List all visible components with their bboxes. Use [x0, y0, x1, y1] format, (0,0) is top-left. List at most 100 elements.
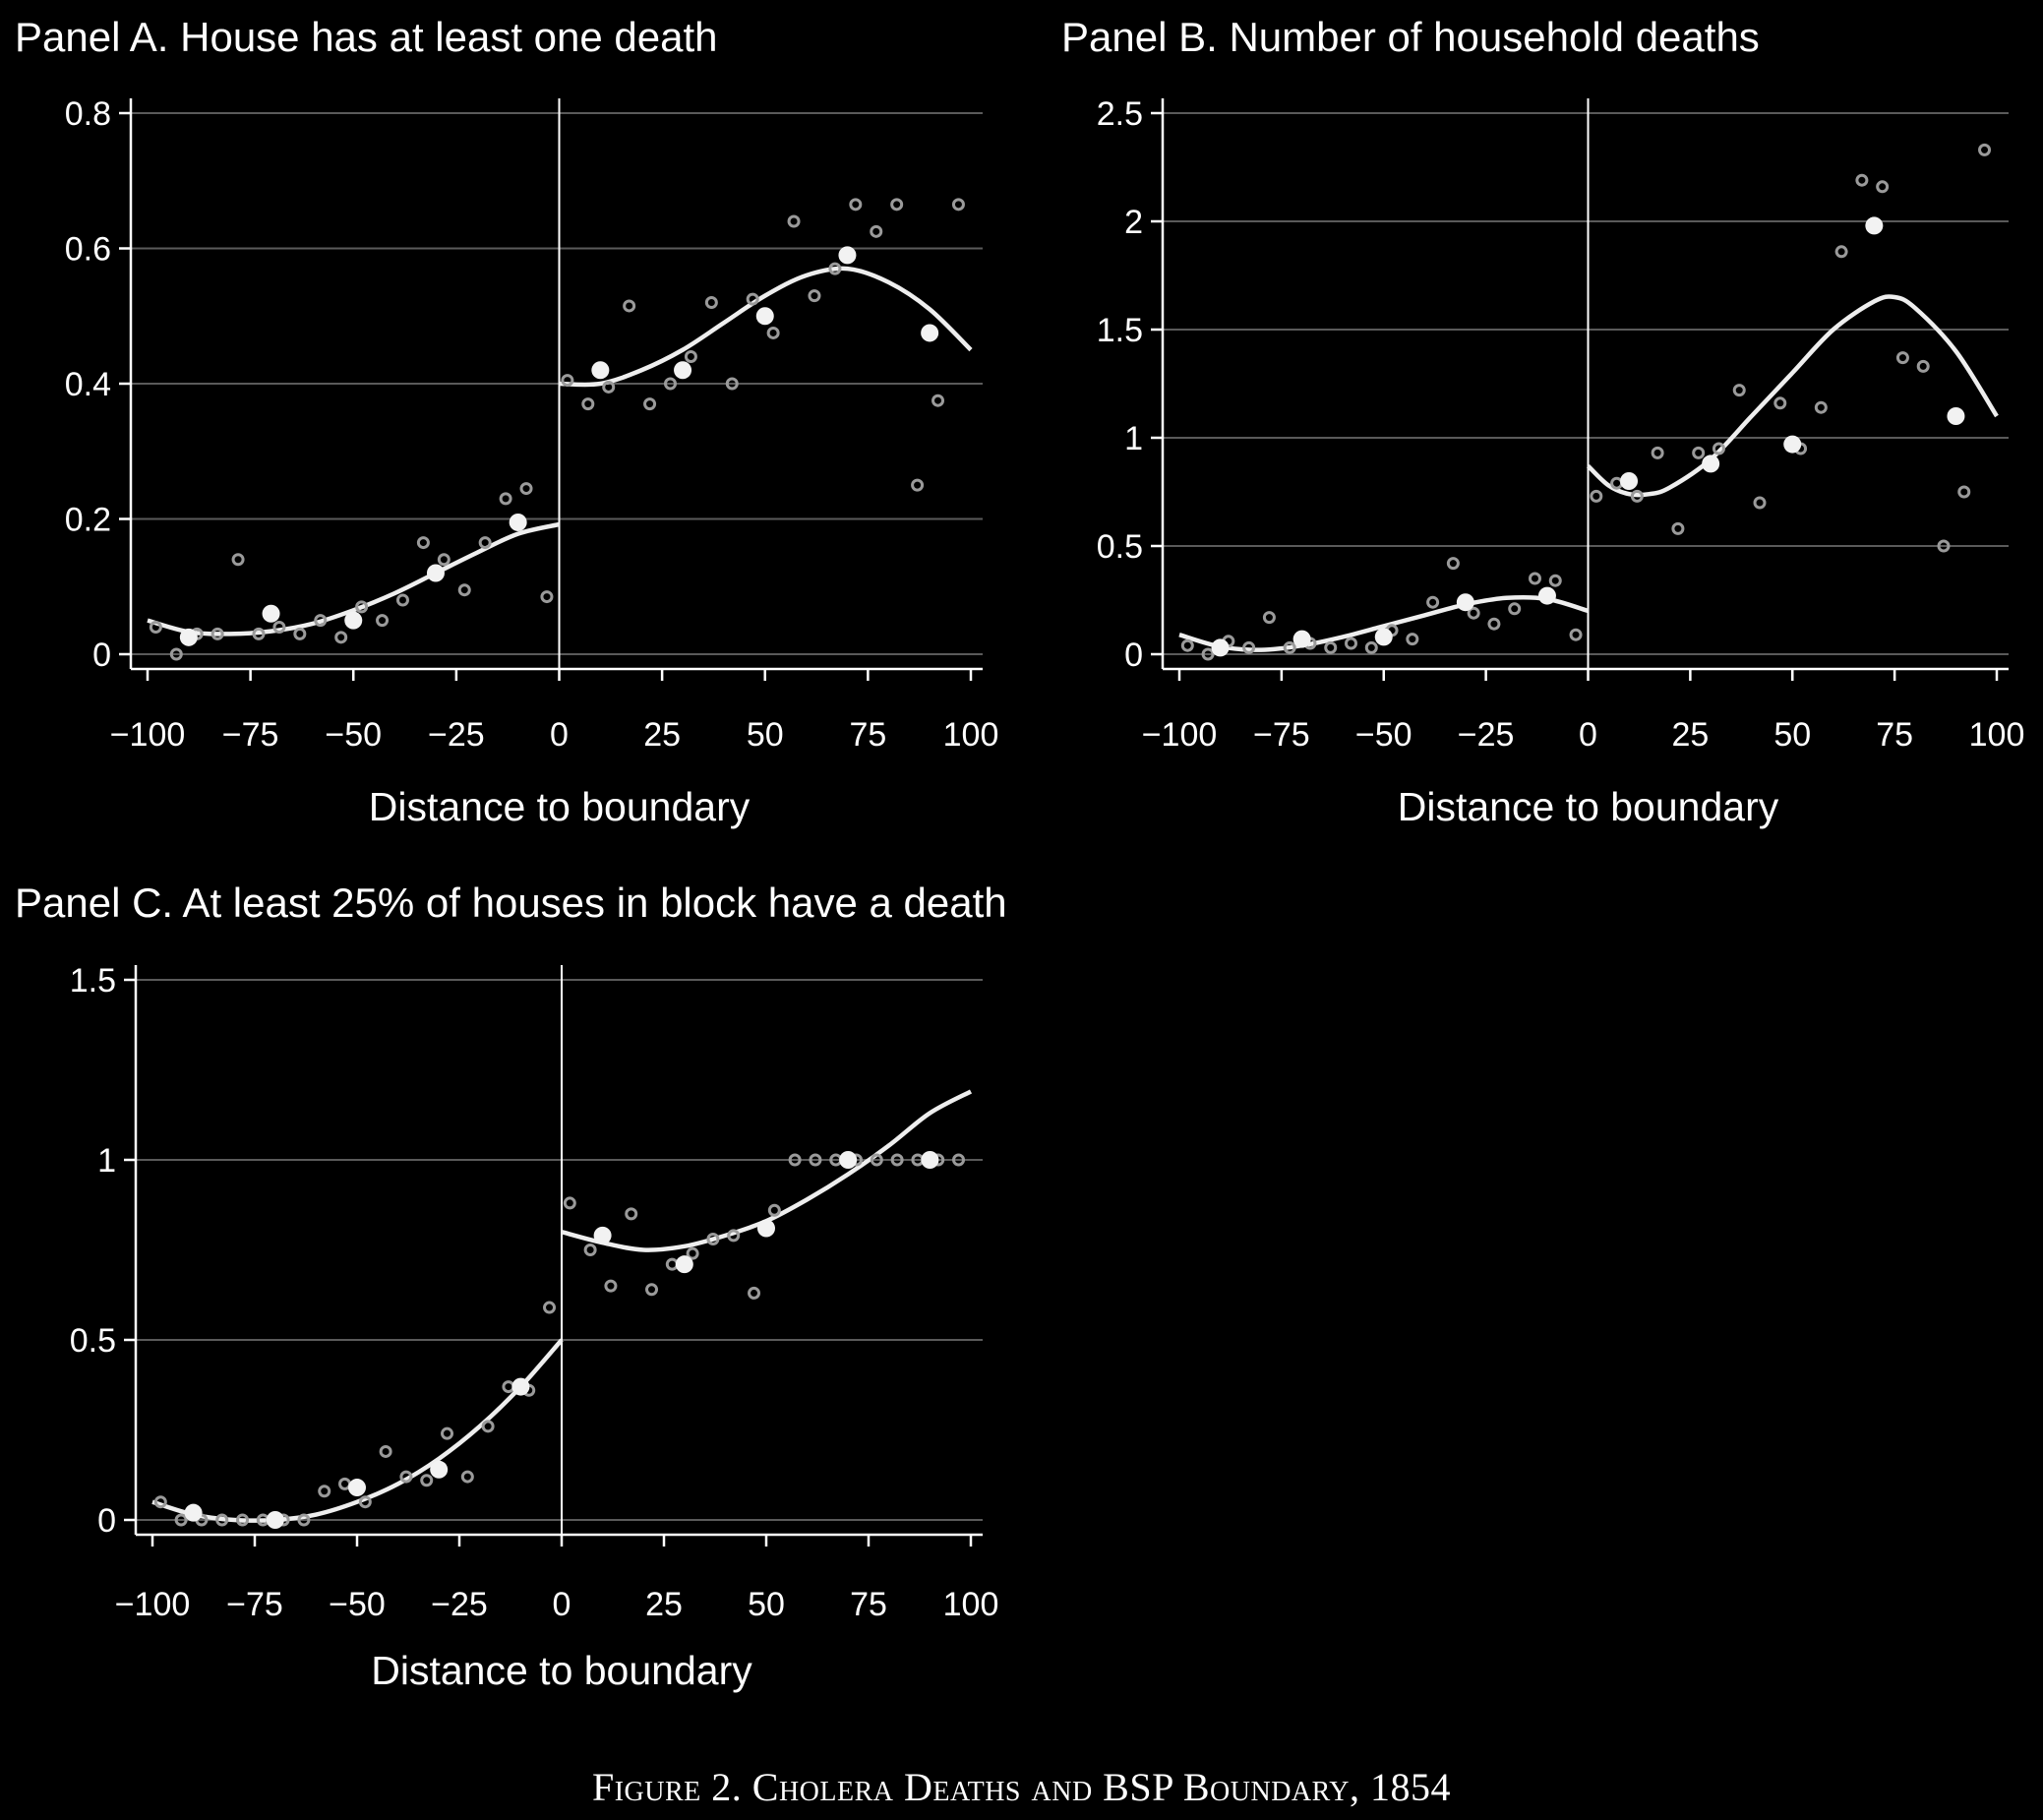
small-bin-point: [149, 621, 162, 634]
x-tick-label: 75: [850, 1586, 887, 1623]
x-tick-label: 75: [849, 716, 886, 754]
chart-panel-1: Panel A. House has at least one death 0 0.…: [15, 14, 998, 829]
large-bin-point: [1865, 216, 1884, 235]
y-tick-label: 0.6: [65, 231, 111, 269]
small-bin-point: [1773, 396, 1787, 410]
x-tick-label: −50: [329, 1586, 386, 1623]
large-bin-point: [593, 1226, 612, 1244]
small-bin-point: [766, 326, 780, 339]
y-tick-label: 0: [1124, 637, 1143, 674]
small-bin-point: [334, 631, 348, 644]
small-bin-point: [169, 647, 183, 661]
large-bin-point: [1947, 407, 1965, 425]
small-bin-point: [643, 397, 657, 411]
x-tick-label: −100: [110, 716, 186, 754]
small-bin-point: [663, 377, 677, 391]
small-bin-point: [1283, 640, 1296, 654]
small-bin-point: [499, 492, 512, 506]
small-bin-point: [746, 292, 759, 306]
x-tick-label: −100: [115, 1586, 191, 1623]
x-tick-label: −75: [226, 1586, 283, 1623]
small-bin-point: [1671, 521, 1685, 535]
chart-panel-2: Panel B. Number of household deaths 0 0.5 1…: [1061, 14, 2024, 829]
large-bin-point: [1292, 630, 1311, 648]
small-bin-point: [1957, 485, 1971, 499]
x-tick-label: 0: [553, 1586, 571, 1623]
x-axis-title: Distance to boundary: [369, 784, 751, 829]
large-bin-point: [184, 1503, 203, 1522]
x-axis-title: Distance to boundary: [1398, 784, 1779, 829]
small-bin-point: [395, 593, 409, 607]
panel-title: Panel A. House has at least one death: [15, 14, 718, 60]
small-bin-point: [1610, 476, 1624, 490]
small-bin-point: [1590, 489, 1603, 503]
large-bin-point: [839, 1151, 858, 1169]
small-bin-point: [318, 1485, 331, 1498]
small-bin-point: [1753, 496, 1767, 510]
small-bin-point: [1508, 602, 1522, 616]
small-bin-point: [481, 1420, 495, 1433]
y-tick-label: 1.5: [1097, 312, 1143, 349]
small-bin-point: [727, 1229, 741, 1243]
small-bin-point: [231, 553, 245, 567]
small-bin-point: [808, 289, 821, 303]
small-bin-point: [478, 536, 492, 550]
small-bin-point: [623, 299, 636, 313]
x-tick-label: −75: [222, 716, 279, 754]
small-bin-point: [1406, 633, 1419, 646]
small-bin-point: [252, 627, 266, 640]
large-bin-point: [430, 1460, 449, 1479]
small-bin-point: [1814, 400, 1828, 414]
y-tick-label: 0.5: [1097, 528, 1143, 566]
fit-line-left: [151, 1338, 564, 1523]
small-bin-point: [1345, 637, 1358, 650]
small-bin-point: [358, 1495, 372, 1509]
small-bin-point: [951, 198, 965, 212]
small-bin-point: [828, 262, 842, 275]
small-bin-point: [1876, 180, 1890, 194]
x-tick-label: 100: [943, 1586, 999, 1623]
large-bin-point: [921, 1151, 939, 1169]
chart-panel-3: Panel C. At least 25% of houses in block…: [15, 880, 1007, 1693]
large-bin-point: [674, 361, 692, 380]
small-bin-point: [704, 296, 718, 309]
small-bin-point: [1467, 606, 1480, 620]
y-tick-label: 0.5: [70, 1322, 116, 1360]
small-bin-point: [890, 198, 904, 212]
large-bin-point: [921, 324, 939, 342]
small-bin-point: [1548, 574, 1562, 587]
large-bin-point: [838, 246, 857, 265]
y-tick-label: 0.4: [65, 366, 111, 403]
figure-caption: Figure 2. Cholera Deaths and BSP Boundar…: [591, 1765, 1451, 1809]
y-tick-label: 1: [97, 1142, 116, 1180]
small-bin-point: [153, 1495, 167, 1509]
x-tick-label: 0: [550, 716, 569, 754]
x-tick-label: −100: [1142, 716, 1218, 754]
x-tick-label: 0: [1579, 716, 1597, 754]
large-bin-point: [591, 361, 610, 380]
x-tick-label: −25: [431, 1586, 488, 1623]
small-bin-point: [645, 1283, 659, 1297]
small-bin-point: [686, 1246, 699, 1260]
y-tick-label: 2.5: [1097, 95, 1143, 133]
small-bin-point: [1528, 572, 1541, 585]
small-bin-point: [1262, 611, 1276, 625]
small-bin-point: [1651, 446, 1664, 459]
fit-line-right: [559, 266, 973, 388]
large-bin-point: [511, 1377, 530, 1396]
x-tick-label: 100: [1969, 716, 2025, 754]
small-bin-point: [460, 1470, 474, 1484]
small-bin-point: [1446, 557, 1460, 571]
y-tick-label: 1: [1124, 420, 1143, 457]
small-bin-point: [890, 1153, 904, 1167]
small-bin-point: [604, 1279, 618, 1293]
large-bin-point: [757, 1219, 775, 1238]
panel-title: Panel C. At least 25% of houses in block…: [15, 880, 1007, 926]
small-bin-point: [543, 1301, 557, 1314]
small-bin-point: [684, 350, 697, 363]
large-bin-point: [1211, 638, 1230, 657]
large-bin-point: [1456, 593, 1474, 612]
small-bin-point: [1712, 442, 1725, 455]
panel-title: Panel B. Number of household deaths: [1061, 14, 1760, 60]
x-axis-title: Distance to boundary: [371, 1648, 752, 1693]
